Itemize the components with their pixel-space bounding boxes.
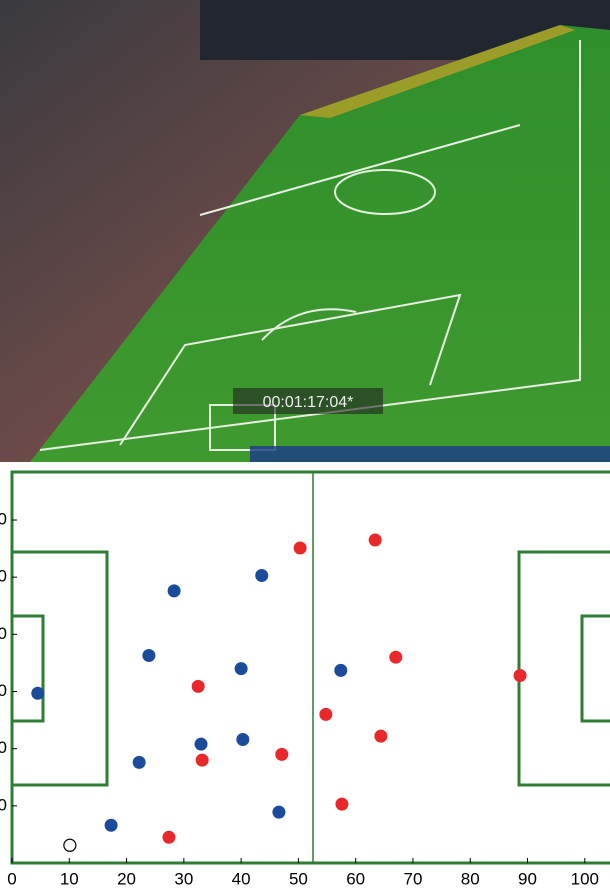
ad-strip: [250, 446, 610, 462]
player: [374, 729, 388, 743]
x-tick-label: 90: [518, 869, 537, 888]
player: [272, 805, 286, 819]
x-tick-label: 10: [60, 869, 79, 888]
pitch-markings: [10, 470, 610, 865]
player: [275, 747, 289, 761]
timestamp-box: [233, 388, 383, 414]
x-tick-label: 30: [174, 869, 193, 888]
player: [319, 707, 333, 721]
x-tick-label: 40: [232, 869, 251, 888]
player: [132, 755, 146, 769]
player: [334, 663, 348, 677]
y-tick-label: 10: [0, 795, 7, 814]
x-tick-label: 20: [117, 869, 136, 888]
y-tick-label: 50: [0, 567, 7, 586]
pitch-lines: [39, 40, 581, 451]
x-tick-label: 50: [289, 869, 308, 888]
player: [167, 584, 181, 598]
ball: [63, 838, 77, 852]
player: [31, 686, 45, 700]
player: [142, 648, 156, 662]
player: [234, 662, 248, 676]
y-tick-label: 40: [0, 624, 7, 643]
player: [104, 818, 118, 832]
player: [191, 679, 205, 693]
player: [162, 830, 176, 844]
player: [368, 533, 382, 547]
player: [255, 568, 269, 582]
x-tick-label: 70: [403, 869, 422, 888]
player: [195, 753, 209, 767]
y-tick-label: 30: [0, 681, 7, 700]
player: [389, 650, 403, 664]
y-tick-label: 60: [0, 510, 7, 529]
video-frame: 00:01:17:04*: [0, 0, 610, 462]
ad-boards: [300, 25, 575, 118]
player: [236, 733, 250, 747]
player: [194, 737, 208, 751]
chart: 0 10 20 30 40 50 60 70 80 90 100 10 20 30 40 50 60: [0, 470, 610, 888]
pitch: [30, 25, 610, 462]
x-tick-label: 60: [346, 869, 365, 888]
y-tick-label: 20: [0, 738, 7, 757]
player: [335, 797, 349, 811]
x-tick-label: 100: [571, 869, 599, 888]
x-tick-label: 0: [7, 869, 16, 888]
x-tick-label: 80: [461, 869, 480, 888]
player: [293, 541, 307, 555]
timestamp: 00:01:17:04*: [263, 394, 354, 411]
player: [513, 669, 527, 683]
